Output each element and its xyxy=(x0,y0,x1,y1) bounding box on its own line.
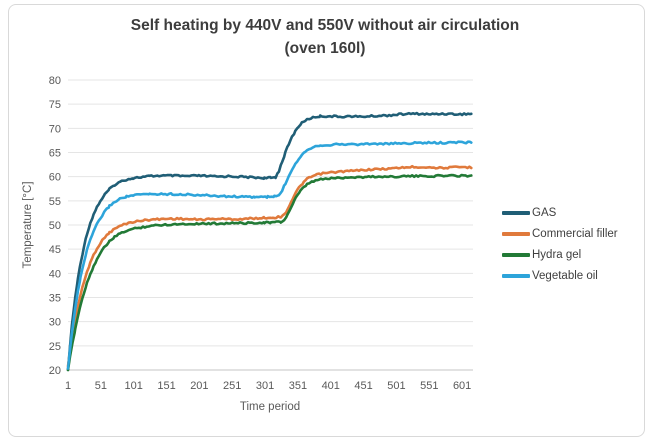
x-tick-label: 251 xyxy=(223,380,241,392)
y-tick-label: 30 xyxy=(49,317,61,329)
y-tick-label: 80 xyxy=(49,75,61,87)
x-tick-label: 551 xyxy=(420,380,438,392)
chart-header: Self heating by 440V and 550V without ai… xyxy=(0,14,650,60)
x-axis-title: Time period xyxy=(240,401,300,413)
x-tick-label: 101 xyxy=(125,380,143,392)
x-tick-label: 301 xyxy=(256,380,274,392)
y-tick-label: 40 xyxy=(49,268,61,280)
x-tick-label: 51 xyxy=(95,380,107,392)
legend-label: Hydra gel xyxy=(532,249,582,261)
x-tick-label: 501 xyxy=(387,380,405,392)
y-axis-title: Temperature [°C] xyxy=(22,181,34,268)
gridlines xyxy=(68,79,473,371)
y-tick-label: 55 xyxy=(49,196,61,208)
series-line-vegetable-oil xyxy=(66,140,473,370)
legend-item: GAS xyxy=(502,207,618,219)
y-tick-label: 60 xyxy=(49,172,61,184)
series-line-hydra-gel xyxy=(66,173,473,372)
legend-item: Vegetable oil xyxy=(502,270,618,282)
y-tick-label: 35 xyxy=(49,293,61,305)
series-line-commercial-filler xyxy=(66,164,473,368)
x-tick-label: 1 xyxy=(65,380,71,392)
y-tick-label: 75 xyxy=(49,99,61,111)
legend-label: GAS xyxy=(532,207,557,219)
legend-item: Hydra gel xyxy=(502,249,618,261)
x-tick-label: 151 xyxy=(157,380,175,392)
x-tick-label: 401 xyxy=(322,380,340,392)
x-tick-label: 351 xyxy=(289,380,307,392)
series-line-gas xyxy=(66,111,473,372)
chart-subtitle: (oven 160l) xyxy=(284,40,366,57)
legend-swatch xyxy=(502,211,530,215)
y-tick-label: 20 xyxy=(49,365,61,377)
legend-item: Commercial filler xyxy=(502,228,618,240)
x-tick-label: 451 xyxy=(354,380,372,392)
legend: GAS Commercial filler Hydra gel Vegetable o… xyxy=(502,207,618,282)
series-lines xyxy=(66,111,473,372)
y-tick-label: 45 xyxy=(49,244,61,256)
chart-title: Self heating by 440V and 550V without ai… xyxy=(130,17,520,34)
legend-label: Commercial filler xyxy=(532,228,618,240)
legend-swatch xyxy=(502,253,530,257)
x-tick-label: 201 xyxy=(190,380,208,392)
y-tick-label: 70 xyxy=(49,123,61,135)
legend-swatch xyxy=(502,232,530,236)
x-tick-label: 601 xyxy=(453,380,471,392)
chart-card xyxy=(8,4,645,437)
y-tick-label: 25 xyxy=(49,341,61,353)
y-tick-label: 65 xyxy=(49,148,61,160)
y-tick-label: 50 xyxy=(49,220,61,232)
legend-label: Vegetable oil xyxy=(532,270,598,282)
legend-swatch xyxy=(502,274,530,278)
